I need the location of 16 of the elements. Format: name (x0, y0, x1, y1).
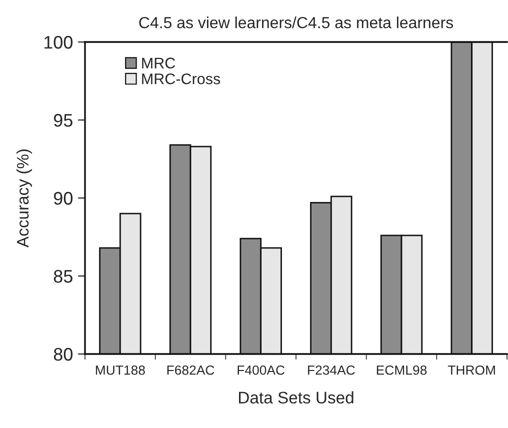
y-axis-title: Accuracy (%) (16, 149, 32, 248)
x-tick-label: F400AC (238, 365, 285, 375)
x-tick-label: F682AC (167, 365, 214, 375)
x-tick-label: F234AC (308, 365, 355, 375)
y-tick-label: 85 (54, 270, 72, 283)
chart-title: C4.5 as view learners/C4.5 as meta learners (139, 16, 454, 28)
x-tick-label: MUT188 (96, 365, 145, 375)
x-tick-label: ECML98 (376, 365, 427, 375)
legend-label: MRC (142, 58, 176, 68)
y-tick-label: 100 (44, 36, 72, 49)
y-tick-label: 95 (54, 114, 72, 127)
y-tick-label: 90 (54, 192, 72, 205)
x-tick-label: THROM (448, 365, 495, 375)
y-tick-label: 80 (54, 348, 72, 361)
legend-label: MRC-Cross (142, 73, 220, 84)
x-axis-title: Data Sets Used (239, 391, 354, 404)
